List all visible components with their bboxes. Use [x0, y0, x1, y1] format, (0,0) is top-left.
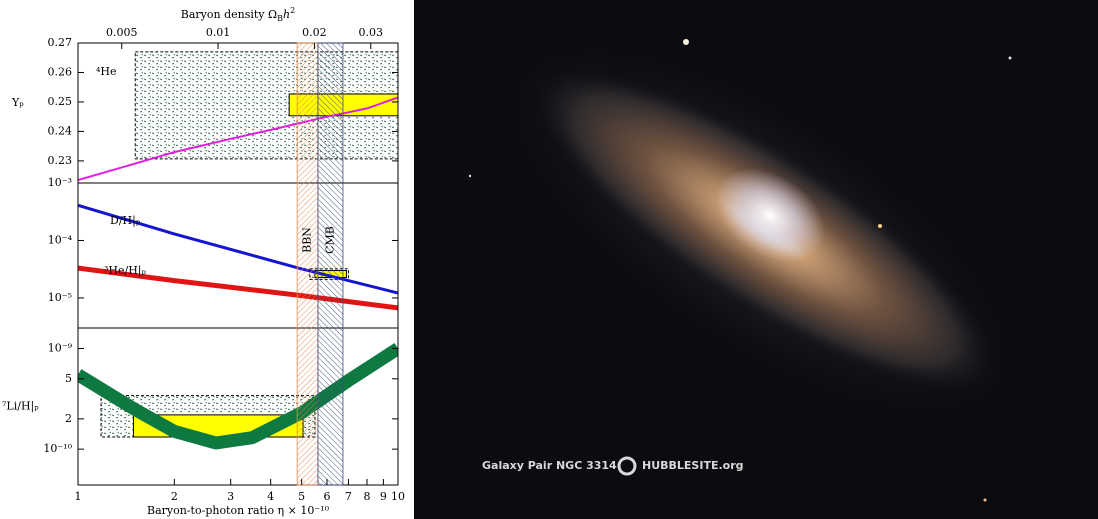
- band: [318, 43, 343, 485]
- series-label: ⁴He: [96, 65, 117, 78]
- y-tick-label: 2: [65, 412, 72, 425]
- series-label: D/H|ₚ: [110, 214, 141, 228]
- band: [297, 43, 318, 485]
- star: [1009, 57, 1012, 60]
- y-tick-label: 10⁻⁵: [48, 291, 72, 304]
- galaxy-photo: Galaxy Pair NGC 3314 HUBBLESITE.org: [412, 0, 1098, 519]
- x2-tick-label: 0.03: [358, 26, 383, 39]
- panel: [78, 349, 398, 444]
- y-tick-label: 10⁻⁹: [48, 342, 73, 355]
- y-tick-label: 5: [65, 372, 72, 385]
- panel-frame: [78, 183, 398, 328]
- x-tick-label: 2: [171, 490, 178, 503]
- x-tick-label: 8: [363, 490, 370, 503]
- y-tick-label: 0.23: [48, 154, 73, 167]
- caption: Galaxy Pair NGC 3314: [482, 459, 617, 472]
- series-label: ³He/H|ₚ: [104, 264, 147, 278]
- page: ⁴He 0.23 0.24 0.25 0.26 0.27 Yₚ D/H|ₚ ³He/H|ₚ 10⁻…: [0, 0, 1098, 519]
- panel: [78, 52, 398, 180]
- band-label: CMB: [323, 226, 336, 254]
- x-tick-label: 4: [267, 490, 274, 503]
- y-tick-label: 10⁻¹⁰: [43, 442, 72, 455]
- x-tick-label: 9: [380, 490, 387, 503]
- x2-tick-label: 0.01: [206, 26, 231, 39]
- star: [878, 224, 882, 228]
- x-axis-label: Baryon-to-photon ratio η × 10⁻¹⁰: [147, 504, 330, 517]
- y-tick-label: 0.25: [48, 95, 73, 108]
- chart: ⁴He 0.23 0.24 0.25 0.26 0.27 Yₚ D/H|ₚ ³He/H|ₚ 10⁻…: [2, 6, 405, 517]
- x-tick-label: 3: [227, 490, 234, 503]
- y-axis-label: Yₚ: [11, 96, 24, 109]
- x2-axis-label-part: Baryon density Ω: [181, 8, 277, 21]
- x2-axis-label: Baryon density ΩBh2: [181, 6, 295, 23]
- y-tick-label: 0.27: [48, 36, 73, 49]
- x-tick-label: 7: [345, 490, 352, 503]
- x2-tick-label: 0.02: [302, 26, 327, 39]
- x-tick-label: 10: [391, 490, 405, 503]
- x-tick-label: 6: [324, 490, 331, 503]
- y-tick-label: 10⁻³: [48, 176, 72, 189]
- credit: HUBBLESITE.org: [642, 459, 744, 472]
- y-tick-label: 10⁻⁴: [48, 233, 73, 246]
- y-tick-label: 0.26: [48, 65, 73, 78]
- x-tick-label: 1: [75, 490, 82, 503]
- x2-axis-label-part: h: [283, 8, 290, 21]
- x2-tick-label: 0.005: [106, 26, 138, 39]
- star: [683, 39, 689, 45]
- x-tick-label: 5: [298, 490, 305, 503]
- x2-axis-label-part: 2: [290, 6, 295, 15]
- star: [469, 175, 471, 177]
- star: [984, 499, 987, 502]
- y-axis-label: ⁷Li/H|ₚ: [2, 400, 39, 414]
- y-tick-label: 0.24: [48, 124, 73, 137]
- band-label: BBN: [301, 227, 314, 253]
